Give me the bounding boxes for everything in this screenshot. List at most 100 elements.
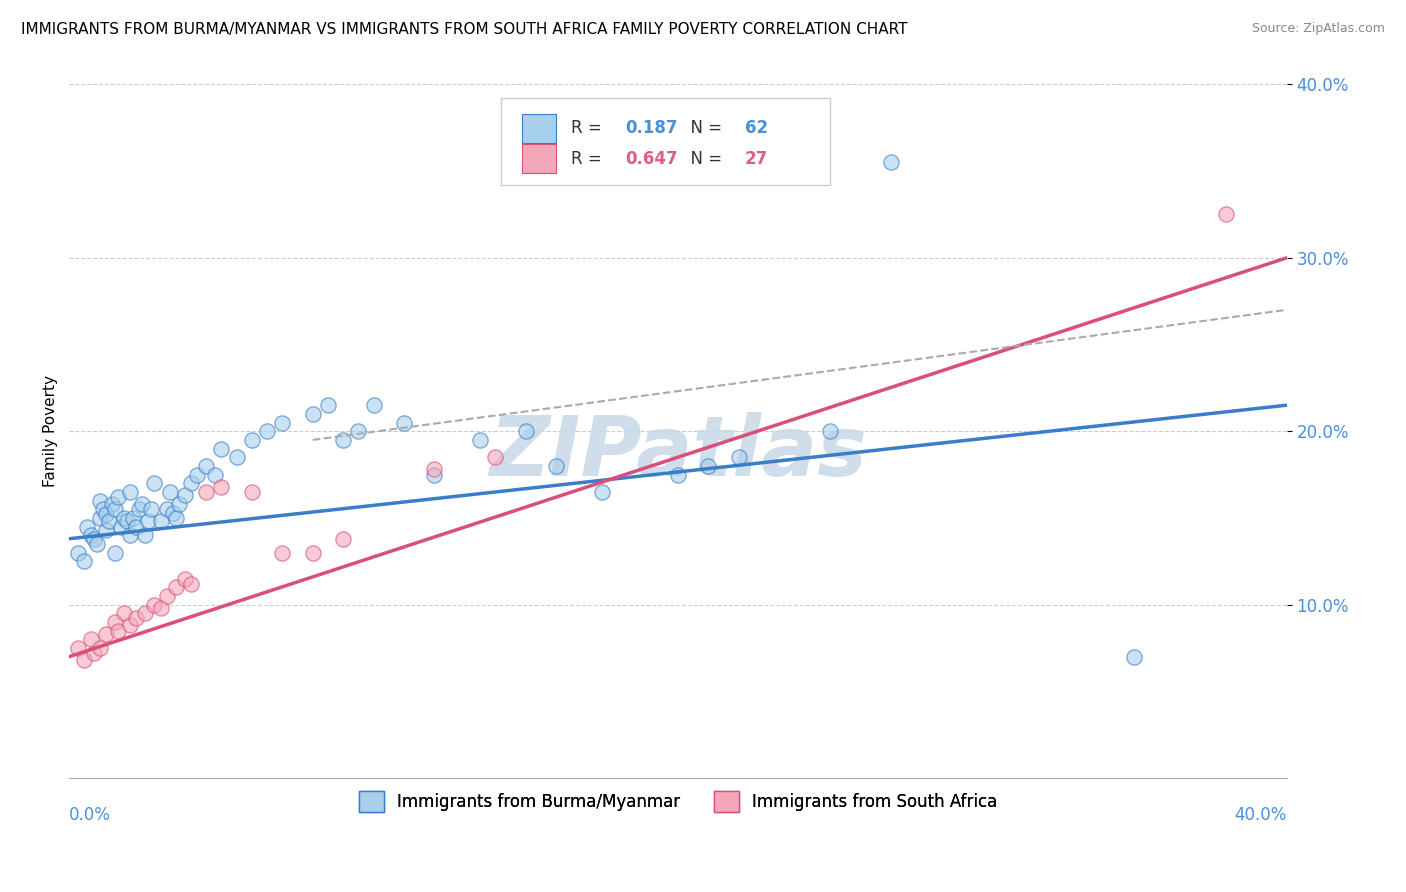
Point [204, 467, 226, 482]
FancyBboxPatch shape [502, 98, 830, 185]
Point [125, 611, 148, 625]
Point [94, 627, 117, 641]
Point [173, 488, 195, 502]
Point [134, 607, 156, 621]
Point [332, 433, 354, 447]
Point [143, 476, 166, 491]
Point [162, 506, 184, 520]
Text: R =: R = [571, 120, 607, 137]
Text: Source: ZipAtlas.com: Source: ZipAtlas.com [1251, 22, 1385, 36]
Text: 0.647: 0.647 [626, 150, 678, 168]
Point [209, 480, 232, 494]
Point [225, 450, 247, 465]
Point [112, 511, 135, 525]
Point [271, 416, 294, 430]
Point [86, 537, 108, 551]
Text: N =: N = [681, 120, 728, 137]
Point [73, 653, 96, 667]
Point [79, 632, 101, 647]
Text: N =: N = [681, 150, 728, 168]
Point [97, 515, 120, 529]
Point [1123, 649, 1146, 664]
Text: 0.187: 0.187 [626, 120, 678, 137]
Point [107, 624, 129, 638]
Point [591, 484, 613, 499]
Point [1215, 207, 1237, 221]
Point [89, 493, 111, 508]
Point [91, 502, 114, 516]
Point [94, 523, 117, 537]
Point [180, 576, 202, 591]
Y-axis label: Family Poverty: Family Poverty [44, 376, 58, 487]
Point [141, 502, 163, 516]
Text: R =: R = [571, 150, 607, 168]
Point [347, 424, 370, 438]
Point [104, 615, 127, 629]
Point [818, 424, 841, 438]
Text: 62: 62 [745, 120, 768, 137]
Point [89, 511, 111, 525]
Point [125, 519, 148, 533]
Point [316, 398, 339, 412]
Point [107, 490, 129, 504]
Point [67, 546, 90, 560]
Point [256, 424, 278, 438]
Point [83, 532, 105, 546]
Point [240, 433, 263, 447]
Text: ZIPatlas: ZIPatlas [489, 411, 868, 492]
Point [880, 155, 903, 169]
Point [122, 511, 145, 525]
FancyBboxPatch shape [522, 113, 557, 143]
Point [110, 519, 132, 533]
Point [173, 572, 195, 586]
Point [83, 646, 105, 660]
Text: 0.0%: 0.0% [69, 805, 111, 823]
Point [156, 589, 179, 603]
Point [727, 450, 749, 465]
Point [94, 508, 117, 522]
Point [186, 467, 208, 482]
Text: IMMIGRANTS FROM BURMA/MYANMAR VS IMMIGRANTS FROM SOUTH AFRICA FAMILY POVERTY COR: IMMIGRANTS FROM BURMA/MYANMAR VS IMMIGRA… [21, 22, 908, 37]
Point [134, 528, 156, 542]
Point [484, 450, 506, 465]
Point [666, 467, 689, 482]
Point [89, 640, 111, 655]
Point [156, 502, 179, 516]
Legend: Immigrants from Burma/Myanmar, Immigrants from South Africa: Immigrants from Burma/Myanmar, Immigrant… [352, 785, 1004, 818]
Point [167, 497, 190, 511]
Point [332, 532, 354, 546]
Point [138, 515, 160, 529]
Point [301, 407, 323, 421]
Point [515, 424, 537, 438]
Point [423, 467, 446, 482]
FancyBboxPatch shape [522, 145, 557, 173]
Point [128, 502, 150, 516]
Point [115, 515, 138, 529]
Text: 40.0%: 40.0% [1234, 805, 1286, 823]
Point [697, 458, 720, 473]
Point [104, 546, 127, 560]
Point [392, 416, 415, 430]
Point [240, 484, 263, 499]
Point [301, 546, 323, 560]
Point [209, 442, 232, 456]
Point [468, 433, 491, 447]
Point [104, 502, 127, 516]
Point [195, 484, 218, 499]
Text: 27: 27 [745, 150, 768, 168]
Point [120, 528, 142, 542]
Point [143, 598, 166, 612]
Point [165, 511, 187, 525]
Point [363, 398, 385, 412]
Point [120, 484, 142, 499]
Point [149, 601, 172, 615]
Point [159, 484, 181, 499]
Point [423, 462, 446, 476]
Point [271, 546, 294, 560]
Point [149, 515, 172, 529]
Point [73, 554, 96, 568]
Point [180, 476, 202, 491]
Point [76, 519, 98, 533]
Point [120, 618, 142, 632]
Point [67, 640, 90, 655]
